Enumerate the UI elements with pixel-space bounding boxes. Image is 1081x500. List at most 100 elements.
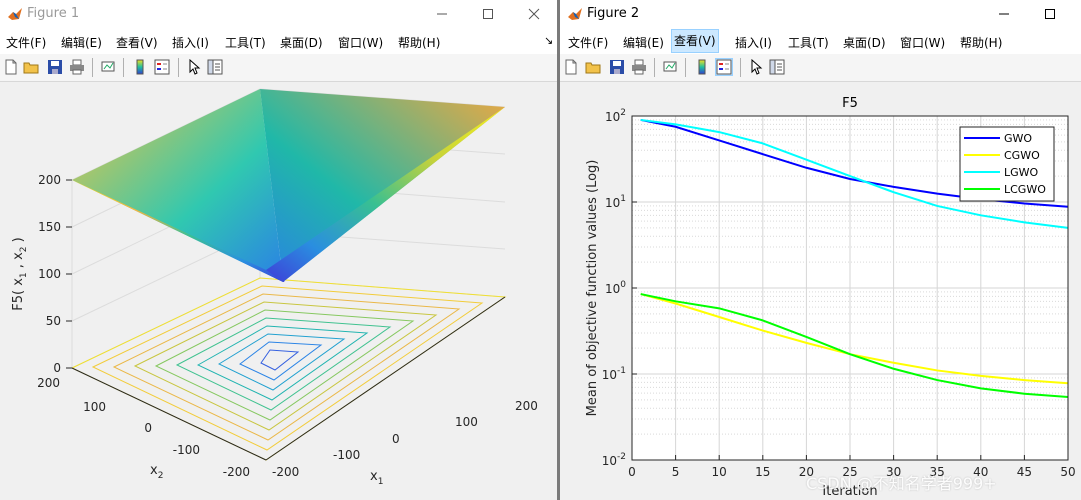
link-plot-icon[interactable] bbox=[100, 59, 116, 75]
x-tick-label: 5 bbox=[672, 465, 680, 479]
legend-icon[interactable] bbox=[154, 59, 170, 75]
x2-tick: 100 bbox=[83, 400, 106, 414]
z-tick: 50 bbox=[46, 314, 61, 328]
property-inspector-icon[interactable] bbox=[207, 59, 223, 75]
legend-label: LGWO bbox=[1004, 166, 1039, 179]
close-button[interactable] bbox=[512, 0, 556, 28]
open-folder-icon[interactable] bbox=[585, 59, 601, 75]
menu-file[interactable]: 文件(F) bbox=[6, 36, 47, 50]
window-divider[interactable] bbox=[557, 0, 560, 500]
menu-desktop[interactable]: 桌面(D) bbox=[280, 36, 323, 50]
menu-tools[interactable]: 工具(T) bbox=[225, 36, 266, 50]
menu-desktop[interactable]: 桌面(D) bbox=[843, 36, 886, 50]
z-tick: 100 bbox=[38, 267, 61, 281]
save-icon[interactable] bbox=[609, 59, 625, 75]
x2-axis-label: x2 bbox=[150, 463, 163, 481]
x-tick-label: 10 bbox=[712, 465, 727, 479]
menu-bar: 文件(F) 编辑(E) 查看(V) 插入(I) 工具(T) 桌面(D) 窗口(W… bbox=[560, 28, 1081, 54]
toolbar-separator bbox=[123, 58, 124, 77]
minimize-button[interactable] bbox=[982, 0, 1026, 28]
x2-tick: -200 bbox=[223, 465, 250, 479]
x-tick-label: 30 bbox=[886, 465, 901, 479]
title-bar: Figure 1 bbox=[0, 0, 557, 28]
axes-lines bbox=[71, 296, 506, 461]
menu-insert[interactable]: 插入(I) bbox=[172, 36, 209, 50]
x2-tick: -100 bbox=[173, 443, 200, 457]
save-icon[interactable] bbox=[47, 59, 63, 75]
maximize-button[interactable] bbox=[466, 0, 510, 28]
x1-tick: 200 bbox=[515, 399, 538, 413]
y-axis-label: Mean of objective function values (Log) bbox=[585, 160, 600, 417]
x1-tick: -200 bbox=[272, 465, 299, 479]
new-file-icon[interactable] bbox=[3, 59, 19, 75]
legend-icon[interactable] bbox=[715, 58, 733, 76]
z-tick: 150 bbox=[38, 220, 61, 234]
minimize-button[interactable] bbox=[420, 0, 464, 28]
print-icon[interactable] bbox=[69, 59, 85, 75]
minimize-icon bbox=[437, 13, 447, 15]
toolbar-separator bbox=[178, 58, 179, 77]
figure-1-window: Figure 1 文件(F) 编辑(E) 查看(V) 插入(I) 工具(T) 桌… bbox=[0, 0, 557, 500]
menu-window[interactable]: 窗口(W) bbox=[338, 36, 384, 50]
property-inspector-icon[interactable] bbox=[769, 59, 785, 75]
new-file-icon[interactable] bbox=[563, 59, 579, 75]
colorbar-icon[interactable] bbox=[132, 59, 148, 75]
x-tick-label: 20 bbox=[799, 465, 814, 479]
menu-file[interactable]: 文件(F) bbox=[568, 36, 609, 50]
menu-help[interactable]: 帮助(H) bbox=[960, 36, 1003, 50]
toolbar-separator bbox=[685, 58, 686, 77]
y-tick-label: 101 bbox=[605, 194, 626, 210]
menu-view[interactable]: 查看(V) bbox=[671, 29, 719, 53]
x-tick-label: 35 bbox=[930, 465, 945, 479]
figure-1-canvas: F5 bbox=[0, 82, 557, 500]
maximize-button[interactable] bbox=[1028, 0, 1072, 28]
x-tick-label: 15 bbox=[755, 465, 770, 479]
pointer-icon[interactable] bbox=[748, 59, 764, 75]
z-axis-ticks: 0 50 100 150 200 bbox=[38, 173, 61, 375]
x2-tick: 0 bbox=[144, 421, 152, 435]
menu-tools[interactable]: 工具(T) bbox=[788, 36, 829, 50]
minimize-icon bbox=[999, 13, 1009, 15]
pointer-icon[interactable] bbox=[186, 59, 202, 75]
close-icon bbox=[528, 8, 540, 20]
dock-arrow-icon[interactable]: ↘ bbox=[544, 34, 554, 47]
x-tick-label: 0 bbox=[628, 465, 636, 479]
surface-plot[interactable]: F5 bbox=[0, 82, 557, 500]
figure-2-canvas: 0 5 10 15 20 25 30 35 40 45 50 102 101 100 10-1 10-2 F5 I… bbox=[560, 82, 1081, 500]
toolbar-separator bbox=[740, 58, 741, 77]
menu-edit[interactable]: 编辑(E) bbox=[61, 36, 102, 50]
x1-axis-ticks: -200 -100 0 100 200 bbox=[272, 399, 538, 479]
x-tick-label: 45 bbox=[1017, 465, 1032, 479]
contour-lines bbox=[70, 277, 507, 461]
menu-help[interactable]: 帮助(H) bbox=[398, 36, 441, 50]
legend-label: GWO bbox=[1004, 132, 1032, 145]
z-tick-marks bbox=[66, 179, 72, 369]
menu-view[interactable]: 查看(V) bbox=[116, 36, 158, 50]
y-tick-label: 10-1 bbox=[602, 366, 626, 382]
print-icon[interactable] bbox=[631, 59, 647, 75]
matlab-logo-icon bbox=[568, 8, 582, 20]
menu-insert[interactable]: 插入(I) bbox=[735, 36, 772, 50]
x-tick-label: 25 bbox=[842, 465, 857, 479]
menu-window[interactable]: 窗口(W) bbox=[900, 36, 946, 50]
watermark: CSDN @不知名学者999+ bbox=[806, 474, 997, 493]
convergence-chart[interactable]: 0 5 10 15 20 25 30 35 40 45 50 102 101 100 10-1 10-2 F5 I… bbox=[560, 82, 1081, 500]
figure-toolbar bbox=[560, 54, 1081, 82]
x1-tick: 100 bbox=[455, 415, 478, 429]
open-folder-icon[interactable] bbox=[23, 59, 39, 75]
colorbar-icon[interactable] bbox=[694, 59, 710, 75]
maximize-icon bbox=[483, 9, 493, 19]
menu-edit[interactable]: 编辑(E) bbox=[623, 36, 664, 50]
z-axis-label: F5( x1 , x2 ) bbox=[11, 237, 29, 310]
title-bar: Figure 2 bbox=[560, 0, 1081, 28]
y-tick-label: 102 bbox=[605, 108, 626, 124]
x-axis-label: Iteration bbox=[822, 484, 877, 499]
x1-axis-label: x1 bbox=[370, 469, 383, 487]
x-tick-label: 50 bbox=[1060, 465, 1075, 479]
z-tick: 0 bbox=[53, 361, 61, 375]
matlab-logo-icon bbox=[8, 8, 22, 20]
y-tick-label: 10-2 bbox=[602, 452, 626, 468]
series-line-lgwo bbox=[640, 118, 1069, 229]
link-plot-icon[interactable] bbox=[662, 59, 678, 75]
pyramid-surface bbox=[72, 89, 505, 282]
